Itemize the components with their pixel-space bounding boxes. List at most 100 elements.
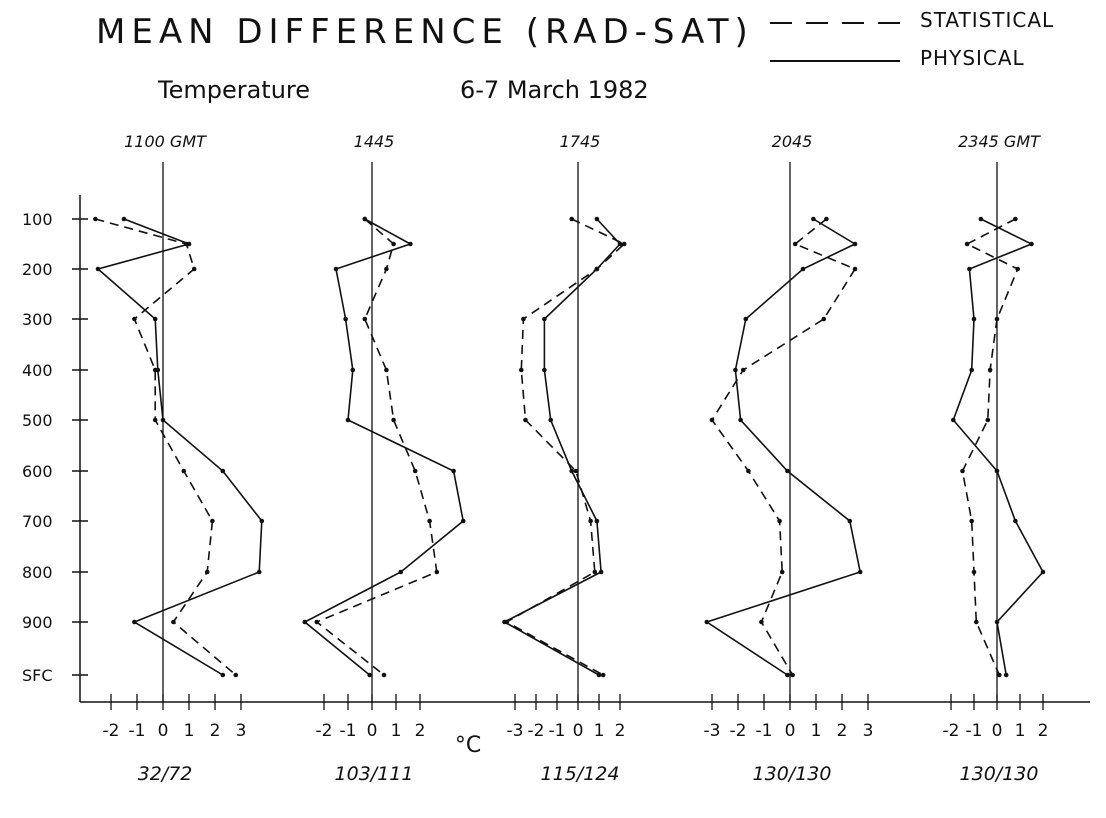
data-point-statistical — [985, 417, 991, 423]
x-tick-label: -3 — [507, 721, 524, 741]
data-point-physical — [994, 468, 1000, 474]
panel-sample-label: 130/130 — [960, 763, 1039, 785]
data-point-physical — [594, 266, 600, 272]
data-point-physical — [362, 216, 368, 222]
data-point-physical — [978, 216, 984, 222]
data-point-physical — [152, 316, 158, 322]
legend-label: PHYSICAL — [920, 46, 1025, 70]
data-point-statistical — [204, 569, 210, 575]
series-line-physical — [502, 218, 622, 676]
y-tick-label: 700 — [22, 512, 53, 531]
data-point-physical — [743, 316, 749, 322]
y-tick-label: SFC — [22, 666, 53, 685]
data-point-physical — [345, 417, 351, 423]
data-point-physical — [1029, 241, 1034, 247]
data-point-physical — [343, 316, 348, 322]
data-point-physical — [617, 241, 623, 247]
data-point-statistical — [1013, 216, 1018, 222]
data-point-statistical — [391, 241, 396, 247]
data-point-statistical — [1015, 266, 1020, 272]
data-point-statistical — [792, 241, 798, 247]
data-point-physical — [1013, 518, 1018, 524]
x-tick-label: -2 — [316, 721, 333, 741]
series-line-physical — [704, 218, 862, 676]
data-point-statistical — [152, 417, 158, 423]
panel-sample-label: 130/130 — [753, 763, 832, 785]
series-line-physical — [952, 218, 1044, 676]
x-tick-label: -2 — [943, 721, 960, 741]
x-tick-label: -2 — [730, 721, 747, 741]
panel-time-label: 2045 — [772, 132, 813, 151]
series-line-physical — [303, 218, 465, 676]
data-point-statistical — [971, 569, 977, 575]
data-point-physical — [857, 569, 863, 575]
data-point-physical — [800, 266, 806, 272]
data-point-statistical — [93, 216, 98, 222]
data-point-statistical — [964, 241, 970, 247]
data-point-physical — [220, 672, 226, 678]
data-point-physical — [333, 266, 339, 272]
data-point-statistical — [132, 316, 137, 322]
data-point-physical — [704, 619, 710, 625]
data-point-statistical — [994, 316, 1000, 322]
panel-time-label: 1100 GMT — [124, 132, 207, 151]
x-tick-label: 2 — [1038, 721, 1049, 741]
x-tick-label: 2 — [415, 721, 426, 741]
x-tick-label: 0 — [573, 721, 584, 741]
y-tick-label: 600 — [22, 462, 53, 481]
data-point-physical — [302, 619, 308, 625]
series-line-statistical — [95, 218, 237, 676]
y-tick-label: 800 — [22, 563, 53, 582]
x-tick-label: 1 — [184, 721, 195, 741]
x-tick-label: 0 — [367, 721, 378, 741]
data-point-physical — [852, 241, 858, 247]
data-point-physical — [594, 518, 600, 524]
data-point-physical — [460, 518, 466, 524]
x-tick-label: -3 — [704, 721, 721, 741]
data-point-statistical — [621, 241, 627, 247]
data-point-statistical — [181, 468, 187, 474]
data-point-statistical — [600, 672, 606, 678]
panel-time-label: 1745 — [560, 132, 601, 151]
data-point-statistical — [191, 266, 197, 272]
x-tick-label: -1 — [966, 721, 983, 741]
legend-label: STATISTICAL — [920, 8, 1055, 32]
panel-time-label: 2345 GMT — [958, 132, 1041, 151]
data-point-physical — [155, 367, 161, 373]
x-tick-label: -1 — [549, 721, 566, 741]
data-point-statistical — [588, 518, 593, 524]
data-point-physical — [951, 417, 956, 423]
data-point-statistical — [381, 672, 387, 678]
data-point-physical — [971, 316, 977, 322]
data-point-statistical — [759, 619, 764, 625]
legend-swatch-dashed — [770, 22, 900, 24]
data-point-statistical — [852, 266, 858, 272]
data-point-physical — [969, 367, 974, 373]
data-point-statistical — [746, 468, 751, 474]
data-point-physical — [785, 468, 790, 474]
data-point-statistical — [779, 569, 785, 575]
series-line-physical — [96, 218, 263, 676]
series-line-statistical — [961, 218, 1019, 676]
data-point-physical — [785, 672, 790, 678]
x-tick-label: 1 — [594, 721, 605, 741]
data-point-physical — [220, 468, 226, 474]
data-point-physical — [502, 619, 507, 625]
data-point-statistical — [777, 518, 782, 524]
data-point-physical — [733, 367, 738, 373]
chart-subtitle-variable: Temperature — [158, 76, 311, 104]
data-point-physical — [542, 367, 547, 373]
data-point-statistical — [969, 518, 974, 524]
x-tick-label: 1 — [1015, 721, 1026, 741]
data-point-physical — [95, 266, 101, 272]
x-tick-label: 3 — [236, 721, 247, 741]
data-point-physical — [1040, 569, 1046, 575]
data-point-statistical — [362, 316, 368, 322]
data-point-physical — [847, 518, 853, 524]
data-point-physical — [738, 417, 743, 423]
data-point-physical — [398, 569, 404, 575]
legend-swatch-solid — [770, 60, 900, 62]
x-unit-label: °C — [455, 733, 481, 758]
x-tick-label: -2 — [103, 721, 120, 741]
panel-sample-label: 32/72 — [138, 763, 193, 785]
